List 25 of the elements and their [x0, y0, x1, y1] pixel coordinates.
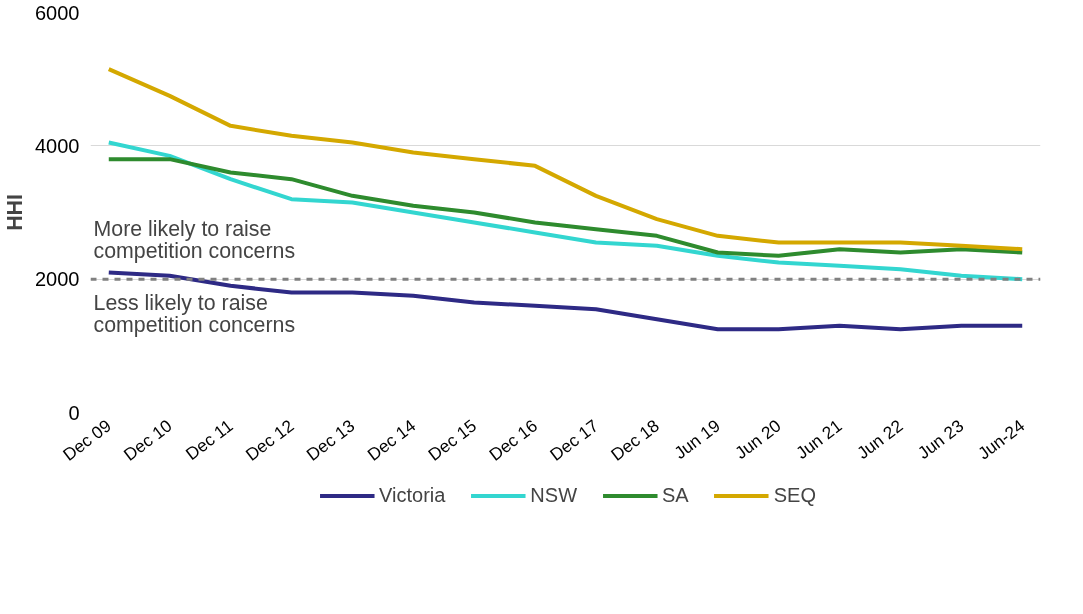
y-tick-label: 2000 — [35, 268, 80, 291]
x-tick-label: Jun 23 — [913, 415, 968, 463]
legend-label: SEQ — [773, 483, 816, 507]
x-tick-label: Jun 19 — [670, 415, 724, 463]
x-tick-label: Dec 15 — [424, 415, 481, 465]
x-tick-label: Dec 16 — [485, 415, 542, 465]
x-tick-label: Dec 18 — [607, 415, 663, 465]
y-tick-label: 4000 — [35, 134, 80, 157]
x-tick-label: Jun 21 — [792, 415, 846, 463]
annotation: Less likely to raise competition concerns — [93, 291, 296, 338]
x-tick-label: Jun 20 — [731, 415, 785, 463]
x-tick-label: Dec 11 — [181, 415, 237, 464]
y-tick-label: 6000 — [35, 1, 80, 24]
legend-label: NSW — [530, 483, 578, 507]
x-tick-label: Dec 12 — [241, 415, 298, 465]
x-tick-label: Dec 13 — [302, 415, 359, 465]
y-tick-label: 0 — [68, 401, 80, 424]
legend-label: SA — [662, 483, 689, 507]
x-tick-label: Dec 17 — [546, 415, 602, 465]
legend-label: Victoria — [379, 483, 446, 507]
x-tick-label: Dec 14 — [363, 415, 420, 465]
x-tick-label: Jun 22 — [852, 415, 907, 463]
y-axis-title: HHI — [3, 194, 28, 231]
annotation: More likely to raise competition concerns — [93, 217, 296, 264]
x-tick-label: Dec 10 — [119, 415, 176, 465]
